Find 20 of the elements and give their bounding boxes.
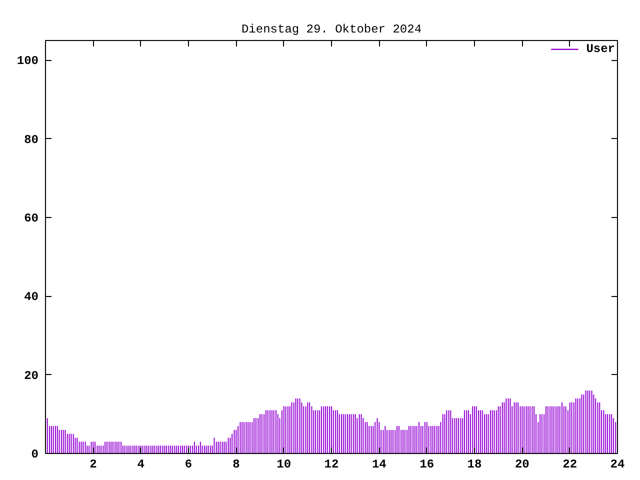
y-tick-label: 60 [24, 212, 39, 226]
x-tick-label: 14 [372, 458, 386, 472]
x-tick-label: 2 [90, 458, 97, 472]
y-tick-label: 20 [24, 368, 39, 383]
x-tick-label: 22 [562, 458, 578, 472]
x-tick-label: 16 [420, 458, 434, 472]
x-tick-label: 12 [324, 458, 339, 472]
x-tick-label: 24 [610, 458, 625, 472]
y-tick-label: 80 [24, 132, 39, 147]
x-tick-label: 20 [514, 458, 530, 472]
legend-label: User [586, 42, 615, 56]
x-tick-label: 8 [232, 458, 240, 472]
x-tick-label: 18 [467, 458, 482, 472]
chart-title: Dienstag 29. Oktober 2024 [241, 22, 422, 36]
y-tick-label: 100 [16, 54, 39, 68]
y-tick-label: 0 [31, 448, 38, 462]
x-tick-label: 10 [276, 458, 292, 472]
y-tick-label: 40 [24, 290, 39, 304]
x-tick-label: 4 [137, 458, 144, 472]
x-tick-label: 6 [184, 458, 192, 472]
